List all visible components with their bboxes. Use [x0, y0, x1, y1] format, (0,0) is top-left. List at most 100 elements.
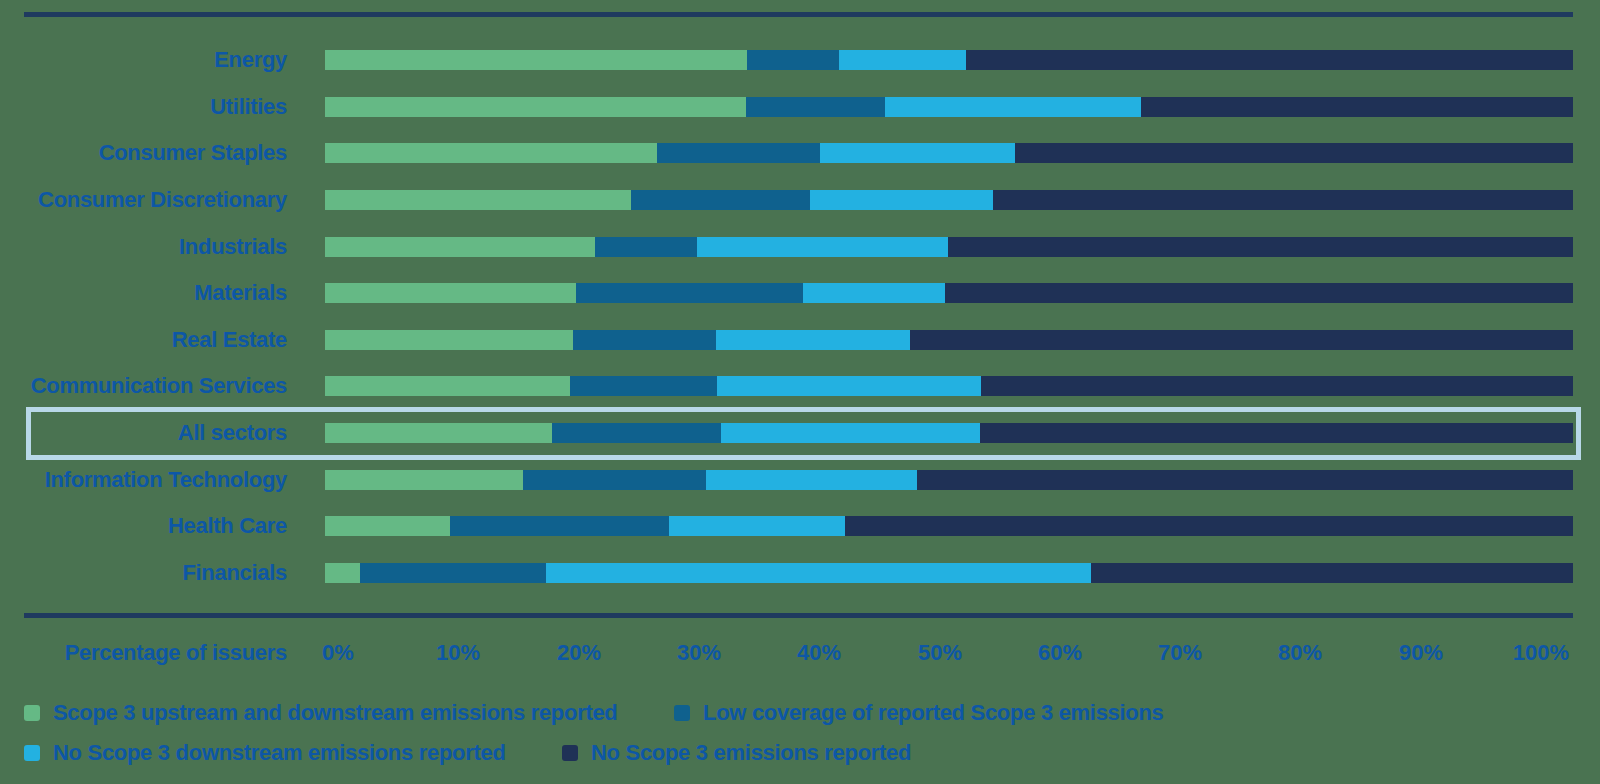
bar-segment [570, 376, 717, 396]
category-label: Consumer Staples [0, 140, 287, 166]
legend-item: Scope 3 upstream and downstream emission… [24, 705, 618, 721]
legend-swatch [24, 705, 40, 721]
bar-row: Consumer Discretionary [0, 190, 1600, 210]
category-label: Industrials [0, 234, 287, 260]
x-tick-label: 0% [322, 640, 354, 666]
axis-rule [24, 613, 1573, 618]
bar-segment [717, 376, 982, 396]
x-tick-label: 40% [797, 640, 841, 666]
bar-segment [325, 237, 595, 257]
category-label: Communication Services [0, 373, 287, 399]
bar-segment [917, 470, 1573, 490]
x-tick-label: 70% [1158, 640, 1202, 666]
legend-label: Low coverage of reported Scope 3 emissio… [703, 705, 1164, 721]
legend-label: No Scope 3 downstream emissions reported [53, 745, 506, 761]
stacked-bar [325, 563, 1573, 583]
bar-row: Materials [0, 283, 1600, 303]
stacked-bar-chart: Energy Utilities Consumer Staples Consumer … [0, 0, 1600, 784]
bar-segment [948, 237, 1573, 257]
bar-segment [993, 190, 1573, 210]
category-label: Energy [0, 47, 287, 73]
bar-segment [657, 143, 820, 163]
bar-segment [325, 516, 450, 536]
bar-segment [631, 190, 811, 210]
bar-segment [910, 330, 1573, 350]
legend-swatch [562, 745, 578, 761]
legend-item: No Scope 3 emissions reported [562, 745, 911, 761]
all-sectors-highlight-box [26, 407, 1581, 460]
x-tick-label: 10% [436, 640, 480, 666]
bar-segment [325, 283, 576, 303]
stacked-bar [325, 516, 1573, 536]
bar-segment [697, 237, 948, 257]
x-tick-label: 50% [918, 640, 962, 666]
bar-segment [885, 97, 1141, 117]
bar-segment [325, 143, 657, 163]
bar-segment [360, 563, 546, 583]
bar-segment [716, 330, 911, 350]
legend-swatch [24, 745, 40, 761]
bar-segment [325, 563, 360, 583]
legend-item: Low coverage of reported Scope 3 emissio… [674, 705, 1164, 721]
bar-segment [325, 376, 570, 396]
bar-segment [810, 190, 992, 210]
axis-caption: Percentage of issuers [0, 640, 287, 666]
legend-swatch [674, 705, 690, 721]
bar-segment [573, 330, 715, 350]
category-label: Consumer Discretionary [0, 187, 287, 213]
stacked-bar [325, 237, 1573, 257]
bar-segment [839, 50, 966, 70]
bar-segment [706, 470, 917, 490]
x-tick-label: 90% [1399, 640, 1443, 666]
bar-segment [669, 516, 845, 536]
bar-segment [325, 97, 746, 117]
bar-row: Real Estate [0, 330, 1600, 350]
bar-row: Financials [0, 563, 1600, 583]
bar-segment [1015, 143, 1573, 163]
bar-row: Information Technology [0, 470, 1600, 490]
category-label: Health Care [0, 513, 287, 539]
stacked-bar [325, 330, 1573, 350]
bar-segment [450, 516, 670, 536]
x-tick-label: 60% [1038, 640, 1082, 666]
x-tick-label: 100% [1513, 640, 1569, 666]
bar-row: Health Care [0, 516, 1600, 536]
category-label: Real Estate [0, 327, 287, 353]
bar-segment [966, 50, 1573, 70]
legend-item: No Scope 3 downstream emissions reported [24, 745, 506, 761]
bar-segment [325, 50, 747, 70]
category-label: Financials [0, 560, 287, 586]
stacked-bar [325, 143, 1573, 163]
bar-segment [595, 237, 697, 257]
bar-segment [546, 563, 1091, 583]
bar-segment [803, 283, 945, 303]
bar-segment [325, 190, 631, 210]
category-label: Information Technology [0, 467, 287, 493]
bar-segment [746, 97, 886, 117]
top-rule [24, 12, 1573, 17]
legend-label: No Scope 3 emissions reported [591, 745, 911, 761]
bar-segment [523, 470, 705, 490]
bar-segment [981, 376, 1573, 396]
bar-segment [1091, 563, 1573, 583]
bar-row: Communication Services [0, 376, 1600, 396]
bar-segment [325, 470, 523, 490]
bar-row: Industrials [0, 237, 1600, 257]
bar-segment [325, 330, 573, 350]
stacked-bar [325, 190, 1573, 210]
x-tick-label: 80% [1278, 640, 1322, 666]
stacked-bar [325, 97, 1573, 117]
stacked-bar [325, 283, 1573, 303]
category-label: Utilities [0, 94, 287, 120]
bar-segment [576, 283, 803, 303]
x-axis-tick-labels: 0%10%20%30%40%50%60%70%80%90%100% [325, 640, 1573, 666]
bar-segment [1141, 97, 1573, 117]
category-label: Materials [0, 280, 287, 306]
stacked-bar [325, 50, 1573, 70]
bar-row: Utilities [0, 97, 1600, 117]
bar-segment [845, 516, 1573, 536]
bar-segment [820, 143, 1015, 163]
stacked-bar [325, 470, 1573, 490]
bar-segment [747, 50, 839, 70]
bar-row: Consumer Staples [0, 143, 1600, 163]
